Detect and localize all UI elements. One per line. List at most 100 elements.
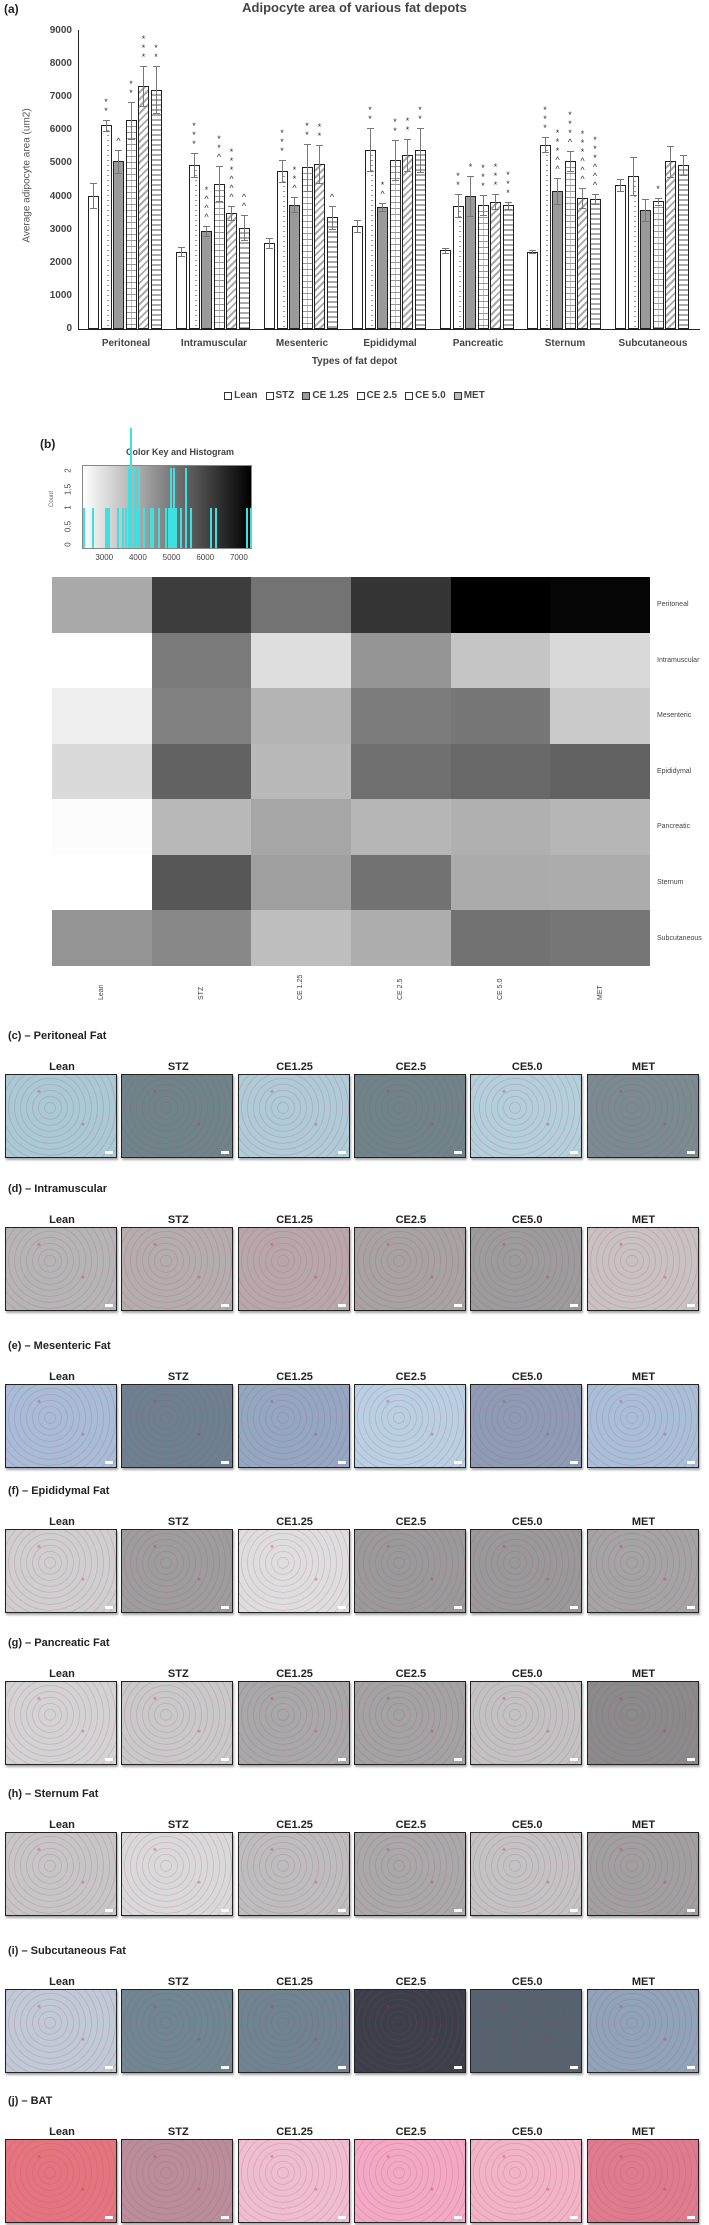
error-cap: [467, 216, 474, 218]
heatmap-cell: [52, 577, 152, 633]
histology-image: [586, 1384, 699, 1468]
heatmap-cell: [450, 688, 551, 744]
error-bar: [281, 159, 283, 182]
significance-marker: ^: [116, 135, 121, 146]
y-tick: 0: [66, 323, 72, 334]
heatmap-row-label: Intramuscular: [657, 656, 700, 664]
error-cap: [266, 248, 273, 250]
histology-image: [470, 1529, 583, 1613]
error-cap: [115, 173, 122, 175]
histology-image: [586, 1529, 699, 1613]
heatmap-cell: [350, 688, 451, 744]
error-cap: [303, 144, 311, 146]
error-cap: [479, 194, 487, 196]
error-cap: [566, 171, 574, 173]
significance-marker: * * * ^ ^ ^: [592, 135, 598, 191]
histogram-line: [171, 508, 174, 548]
error-cap: [617, 190, 624, 192]
histology-panel: MET: [586, 1515, 701, 1613]
bar-lean: [264, 242, 275, 329]
error-cap: [316, 182, 323, 184]
color-key-x-tick: 6000: [196, 553, 215, 562]
histology-row: Lean STZ CE1.25 CE2.5 CE5.0 MET: [5, 1667, 705, 1767]
heatmap-cell: [350, 799, 451, 855]
y-axis: [78, 30, 79, 330]
error-bar: [231, 206, 232, 220]
histology-image: [586, 2139, 699, 2223]
histology-group-label: CE2.5: [395, 1668, 427, 1680]
histology-row: Lean STZ CE1.25 CE2.5 CE5.0 MET: [5, 2125, 705, 2225]
error-cap: [140, 66, 147, 68]
histology-panel: CE5.0: [470, 1370, 584, 1468]
histology-group-label: CE5.0: [511, 2126, 543, 2138]
histology-image: [237, 2139, 350, 2223]
histology-image: [5, 1384, 117, 1468]
error-cap: [102, 130, 110, 132]
histology-image: [5, 1989, 117, 2073]
color-key-y-tick: 1.5: [63, 483, 73, 495]
legend-swatch: [302, 391, 311, 400]
bar-ce25: [213, 183, 225, 329]
error-bar: [155, 66, 157, 113]
bar-ce125: [552, 190, 563, 329]
heatmap-row-label: Subcutaneous: [657, 934, 702, 942]
significance-marker: * * *: [192, 120, 196, 149]
error-cap: [178, 246, 185, 248]
histology-image: [5, 2139, 117, 2223]
histology-group-label: CE5.0: [511, 1668, 543, 1680]
legend-swatch: [224, 391, 233, 400]
bar-ce25: [564, 161, 576, 329]
color-key-count-label: Count: [49, 490, 56, 508]
significance-marker: ^: [329, 191, 335, 202]
histology-panel: Lean: [5, 1667, 119, 1765]
error-cap: [266, 237, 273, 239]
error-bar: [620, 179, 621, 191]
histology-panel: STZ: [121, 1818, 235, 1916]
histology-image: [586, 1681, 699, 1765]
error-bar: [445, 247, 446, 253]
histology-image: [470, 1989, 583, 2073]
histogram-line: [106, 508, 109, 548]
histology-group-label: Lean: [49, 1371, 75, 1383]
histology-image: [586, 1074, 699, 1158]
histology-panel: CE2.5: [353, 1975, 468, 2073]
significance-marker: * * *: [280, 127, 284, 156]
error-cap: [442, 252, 449, 254]
error-cap: [328, 229, 336, 230]
significance-marker: * *: [317, 122, 322, 142]
histology-panel: STZ: [121, 2125, 235, 2223]
error-bar: [143, 66, 144, 107]
error-cap: [642, 198, 649, 200]
histology-row: Lean STZ CE1.25 CE2.5 CE5.0 MET: [5, 1975, 705, 2075]
error-cap: [203, 236, 210, 238]
significance-marker: * *: [456, 171, 460, 191]
histology-panel: Lean: [5, 1515, 119, 1613]
heatmap-cell: [251, 854, 351, 911]
error-bar: [306, 144, 308, 191]
error-cap: [278, 181, 286, 183]
error-cap: [591, 194, 599, 196]
histology-panel: STZ: [121, 1975, 235, 2073]
error-cap: [454, 194, 462, 196]
error-cap: [127, 139, 135, 141]
error-bar: [495, 193, 496, 210]
heatmap-column-label: CE 1.25: [297, 974, 305, 1000]
histology-image: [237, 1529, 350, 1613]
error-bar: [331, 205, 333, 229]
bar-met: [326, 217, 338, 329]
histology-image: [353, 1529, 466, 1613]
heatmap-row-label: Mesenteric: [657, 712, 692, 720]
y-axis-label: Average adipocyte area (um2): [21, 108, 33, 243]
error-cap: [554, 203, 561, 205]
histology-panel: CE5.0: [470, 1213, 584, 1311]
histogram-line: [249, 508, 252, 548]
heatmap-cell: [450, 632, 551, 689]
error-bar: [682, 154, 684, 176]
heatmap-cell: [550, 743, 650, 800]
legend-label: CE 5.0: [415, 390, 446, 401]
heatmap-cell: [450, 577, 551, 633]
histogram-line: [151, 508, 154, 548]
heatmap-cell: [251, 799, 351, 855]
histology-group-label: STZ: [167, 2126, 189, 2138]
heatmap-column-label: CE 5.0: [496, 978, 504, 1000]
